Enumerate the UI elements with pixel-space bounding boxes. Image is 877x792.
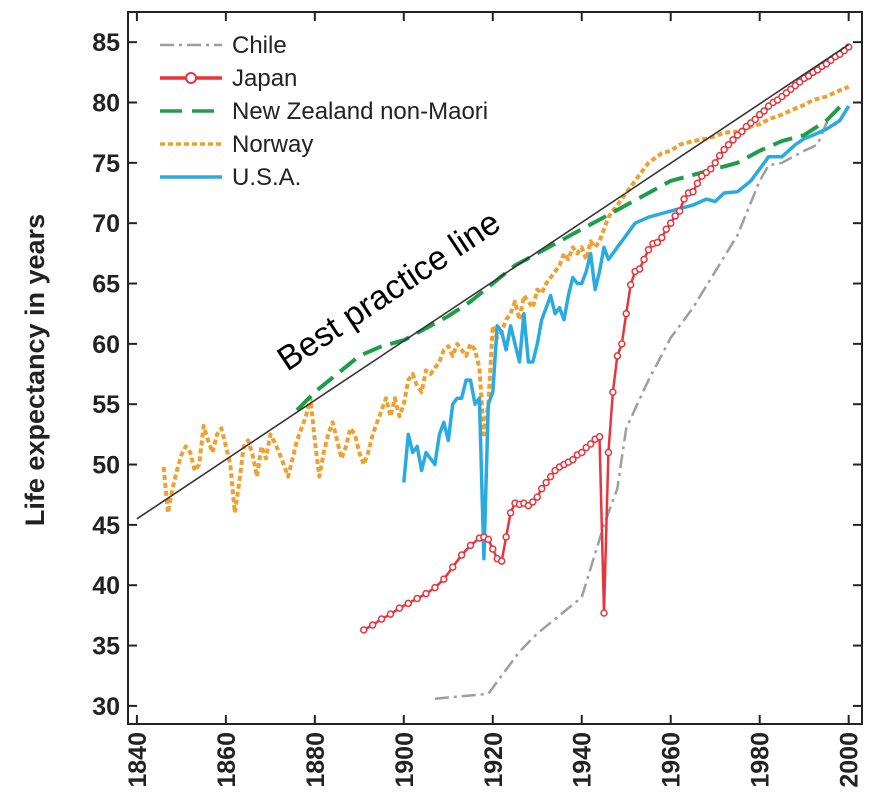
data-point-japan bbox=[466, 541, 475, 550]
data-point-japan bbox=[707, 165, 715, 173]
data-point-japan bbox=[395, 604, 404, 612]
legend-label-u-s-a: U.S.A. bbox=[232, 164, 301, 191]
data-point-japan bbox=[675, 207, 684, 215]
y-tick-label: 40 bbox=[92, 572, 120, 600]
y-axis-label: Life expectancy in years bbox=[20, 214, 50, 526]
data-point-japan bbox=[586, 440, 595, 448]
data-point-japan bbox=[440, 575, 448, 583]
data-point-japan bbox=[360, 626, 368, 634]
data-point-japan bbox=[622, 309, 630, 318]
y-tick-label: 70 bbox=[92, 210, 120, 238]
data-point-japan bbox=[751, 115, 759, 124]
data-point-japan bbox=[604, 448, 613, 457]
data-point-japan bbox=[506, 509, 515, 517]
data-point-japan bbox=[569, 455, 577, 464]
data-point-japan bbox=[680, 195, 688, 203]
y-tick-label: 65 bbox=[92, 271, 120, 299]
data-point-japan bbox=[502, 533, 510, 541]
data-point-japan bbox=[537, 484, 546, 493]
y-tick-label: 35 bbox=[92, 633, 120, 661]
data-point-japan bbox=[546, 472, 555, 481]
data-point-japan bbox=[422, 589, 430, 598]
y-tick-label: 85 bbox=[92, 29, 120, 57]
data-point-japan bbox=[413, 594, 421, 603]
data-point-japan bbox=[497, 557, 506, 565]
data-point-japan bbox=[658, 233, 666, 242]
data-point-japan bbox=[529, 498, 537, 506]
data-point-japan bbox=[715, 151, 724, 160]
legend: Chile Japan New Zealand non-Maori Norway U.S… bbox=[160, 32, 488, 191]
data-point-japan bbox=[613, 352, 622, 360]
legend-label-new-zealand-non-maori: New Zealand non-Maori bbox=[232, 98, 488, 125]
data-point-japan bbox=[711, 159, 719, 167]
data-point-japan bbox=[644, 245, 653, 254]
data-point-japan bbox=[653, 238, 662, 247]
data-point-japan bbox=[489, 545, 497, 553]
y-tick-label: 80 bbox=[92, 90, 120, 118]
x-tick-label: 2000 bbox=[836, 732, 864, 788]
series-line-new-zealand-non-maori bbox=[295, 101, 846, 412]
data-point-japan bbox=[595, 433, 604, 441]
x-tick-label: 1880 bbox=[302, 732, 330, 788]
y-tick-label: 30 bbox=[92, 693, 120, 721]
data-point-japan bbox=[738, 127, 746, 136]
legend-label-japan: Japan bbox=[232, 65, 297, 92]
data-point-japan bbox=[368, 621, 377, 629]
data-point-japan bbox=[404, 599, 413, 608]
data-point-japan bbox=[640, 255, 648, 264]
plot-frame bbox=[127, 11, 863, 725]
x-axis: 1840 1860 1880 1900 1920 1940 1960 1980 2000 bbox=[124, 12, 864, 788]
series-layer bbox=[161, 43, 853, 700]
data-point-japan bbox=[600, 609, 608, 617]
data-point-japan bbox=[377, 615, 386, 623]
data-point-japan bbox=[386, 610, 395, 618]
series-line-u-s-a bbox=[402, 105, 851, 561]
series-line-chile bbox=[434, 121, 841, 700]
data-point-japan bbox=[533, 493, 542, 501]
series-line-norway bbox=[161, 84, 850, 515]
x-tick-label: 1920 bbox=[480, 732, 508, 788]
legend-label-chile: Chile bbox=[232, 32, 287, 59]
data-point-japan bbox=[448, 563, 457, 571]
x-tick-label: 1840 bbox=[124, 732, 152, 788]
data-point-japan bbox=[729, 136, 737, 144]
data-point-japan bbox=[431, 583, 439, 592]
data-point-japan bbox=[577, 448, 586, 457]
legend-marker-japan bbox=[185, 72, 197, 84]
best-practice-layer bbox=[136, 43, 850, 520]
y-tick-label: 60 bbox=[92, 331, 120, 359]
data-point-japan bbox=[457, 551, 466, 559]
data-point-japan bbox=[666, 219, 675, 227]
data-point-japan bbox=[724, 140, 733, 149]
x-tick-label: 1980 bbox=[747, 732, 775, 788]
y-axis: 30 35 40 45 50 55 60 65 70 75 80 85 bbox=[92, 29, 862, 721]
data-point-japan bbox=[671, 212, 679, 220]
legend-label-norway: Norway bbox=[232, 131, 313, 158]
data-point-japan bbox=[542, 478, 550, 487]
data-point-japan bbox=[689, 188, 697, 196]
data-point-japan bbox=[626, 280, 635, 289]
x-tick-label: 1900 bbox=[391, 732, 419, 788]
x-tick-label: 1940 bbox=[569, 732, 597, 788]
best-practice-line bbox=[136, 43, 850, 520]
data-point-japan bbox=[484, 535, 493, 544]
y-tick-label: 75 bbox=[92, 150, 120, 178]
y-tick-label: 55 bbox=[92, 391, 120, 419]
data-point-japan bbox=[618, 340, 626, 348]
data-point-japan bbox=[720, 145, 728, 154]
data-point-japan bbox=[760, 107, 768, 115]
data-point-japan bbox=[609, 388, 617, 396]
data-point-japan bbox=[693, 179, 702, 188]
y-tick-label: 45 bbox=[92, 512, 120, 540]
y-tick-label: 50 bbox=[92, 452, 120, 480]
data-point-japan bbox=[635, 265, 644, 273]
x-tick-label: 1860 bbox=[213, 732, 241, 788]
data-point-japan bbox=[662, 225, 671, 233]
x-tick-label: 1960 bbox=[658, 732, 686, 788]
